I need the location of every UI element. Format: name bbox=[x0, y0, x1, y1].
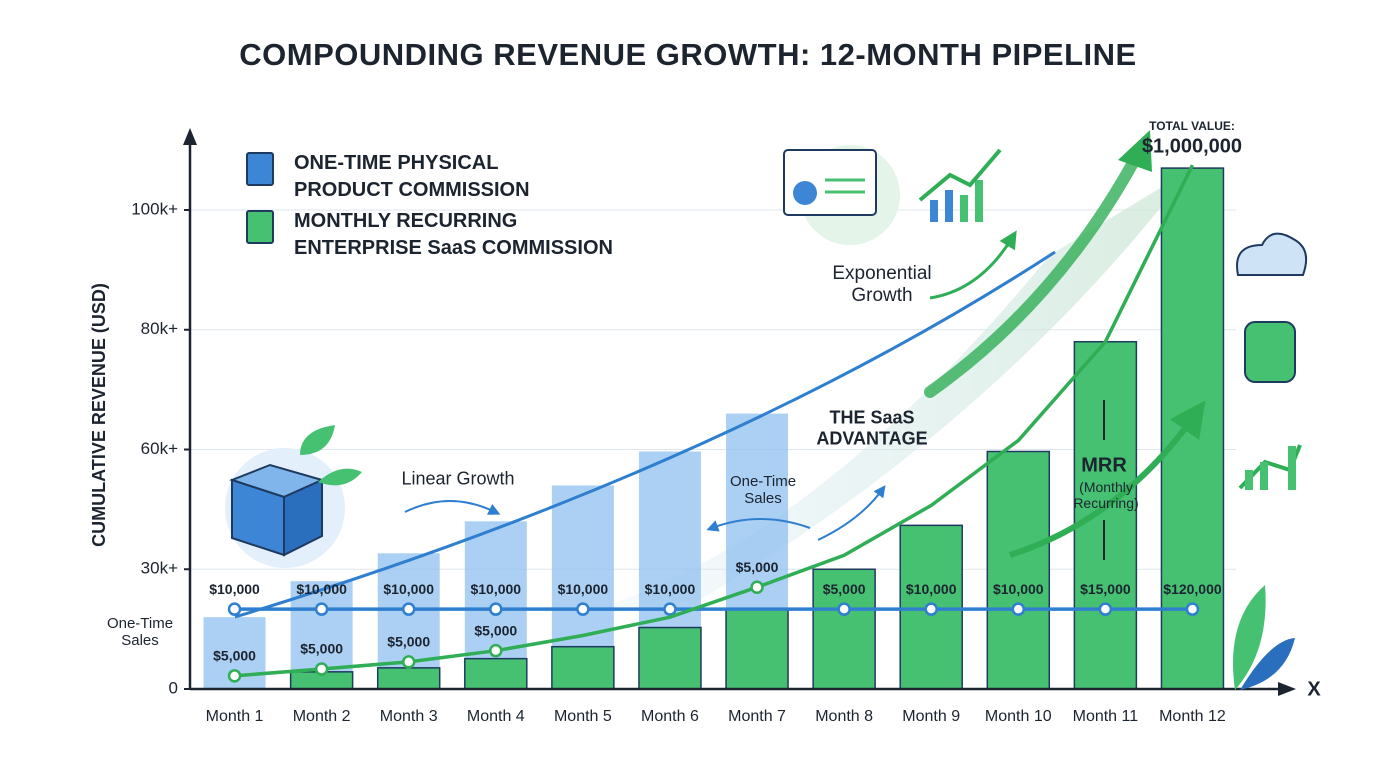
point bbox=[314, 602, 329, 616]
mrr-arrow bbox=[1009, 400, 1206, 558]
legend-label: MONTHLY RECURRING ENTERPRISE SaaS COMMIS… bbox=[294, 210, 613, 259]
annotation: Linear Growth bbox=[401, 468, 515, 489]
y-tick-label: 30k+ bbox=[141, 559, 178, 578]
annotation: One-Time Sales bbox=[729, 472, 797, 507]
x-tick-label: Month 10 bbox=[985, 708, 1052, 725]
dashboard-icon bbox=[783, 145, 1002, 245]
saas-arrow bbox=[817, 485, 886, 541]
linear-arrow bbox=[404, 500, 501, 515]
point-label: $120,000 bbox=[1163, 581, 1222, 597]
legend-item: MONTHLY RECURRING ENTERPRISE SaaS COMMIS… bbox=[246, 208, 639, 262]
legend-swatch bbox=[246, 152, 274, 186]
point bbox=[837, 602, 851, 616]
annotation: Exponential Growth bbox=[832, 263, 932, 306]
line bbox=[234, 164, 1195, 678]
x-tick-label: Month 4 bbox=[467, 708, 525, 725]
box-icon bbox=[225, 425, 362, 568]
growth-arrow bbox=[929, 230, 1017, 300]
point bbox=[1011, 602, 1026, 616]
x-tick-label: Month 2 bbox=[293, 708, 351, 725]
point bbox=[401, 655, 416, 669]
legend-label: ONE-TIME PHYSICAL PRODUCT COMMISSION bbox=[294, 152, 530, 201]
y-tick-label: 60k+ bbox=[141, 439, 178, 458]
bar bbox=[986, 450, 1051, 690]
annotation: $1,000,000 bbox=[1141, 135, 1243, 158]
lines: $10,000 $10,000 $10,000 $10,000 $10,000 $10,0… bbox=[209, 164, 1222, 683]
legend-item: ONE-TIME PHYSICAL PRODUCT COMMISSION bbox=[246, 150, 564, 204]
annotation: THE SaaS ADVANTAGE bbox=[816, 407, 928, 448]
arrow-head bbox=[1118, 130, 1152, 172]
legend-swatch bbox=[246, 210, 274, 244]
point bbox=[227, 669, 242, 683]
point bbox=[576, 602, 590, 616]
point-label: $10,000 bbox=[558, 581, 609, 597]
y-tick-label: 100k+ bbox=[131, 199, 178, 218]
annotation: (Monthly Recurring) bbox=[1073, 478, 1139, 511]
point-label: $5,000 bbox=[823, 581, 866, 597]
point-label: $10,000 bbox=[906, 581, 957, 597]
point bbox=[924, 602, 938, 616]
point-label: $10,000 bbox=[296, 581, 347, 597]
point-label: $5,000 bbox=[300, 641, 343, 657]
x-tick-label: Month 3 bbox=[380, 708, 438, 725]
point-label: $10,000 bbox=[383, 581, 434, 597]
point-label: $5,000 bbox=[736, 559, 779, 575]
point bbox=[227, 602, 242, 616]
bar bbox=[725, 608, 789, 690]
point bbox=[1098, 602, 1113, 616]
point-label: $10,000 bbox=[993, 581, 1044, 597]
annotation: MRR bbox=[1081, 454, 1127, 477]
point bbox=[1185, 602, 1200, 616]
linear-arc bbox=[234, 250, 1056, 619]
sales-arrow bbox=[706, 518, 811, 532]
advantage-shade bbox=[560, 170, 1190, 620]
point-label: $10,000 bbox=[470, 581, 521, 597]
y-axis-label: CUMULATIVE REVENUE (USD) bbox=[89, 283, 109, 547]
point-label: $10,000 bbox=[645, 581, 696, 597]
x-tick-label: Month 12 bbox=[1159, 708, 1226, 725]
x-axis-label: X bbox=[1307, 678, 1321, 700]
x-arrow bbox=[1278, 682, 1296, 696]
annotation: TOTAL VALUE: bbox=[1149, 119, 1235, 134]
bar bbox=[376, 667, 441, 690]
point bbox=[489, 643, 503, 658]
point bbox=[663, 602, 677, 616]
x-tick-label: Month 7 bbox=[728, 708, 786, 725]
exponential-arrow bbox=[924, 144, 1146, 398]
point-label: $5,000 bbox=[387, 634, 430, 650]
y-arrow bbox=[183, 128, 197, 145]
point-label: $5,000 bbox=[474, 622, 517, 638]
point-label: $10,000 bbox=[209, 581, 260, 597]
y-tick-label: 80k+ bbox=[141, 319, 178, 338]
x-tick-label: Month 9 bbox=[902, 708, 960, 725]
point bbox=[401, 602, 416, 616]
x-tick-label: Month 5 bbox=[554, 708, 612, 725]
x-tick-label: Month 8 bbox=[815, 708, 873, 725]
point-label: $15,000 bbox=[1080, 581, 1131, 597]
bar bbox=[812, 568, 876, 690]
x-tick-label: Month 1 bbox=[206, 708, 264, 725]
point-label: $5,000 bbox=[213, 648, 256, 664]
y-tick-label: 0 bbox=[169, 678, 178, 697]
bar bbox=[1073, 340, 1138, 690]
chart-title: COMPOUNDING REVENUE GROWTH: 12-MONTH PIP… bbox=[239, 37, 1136, 72]
point bbox=[489, 602, 503, 616]
point bbox=[314, 662, 329, 676]
side-icons bbox=[1233, 232, 1308, 690]
bar bbox=[551, 645, 615, 690]
x-tick-label: Month 6 bbox=[641, 708, 699, 725]
annotation: One-Time Sales bbox=[106, 614, 174, 649]
point bbox=[750, 580, 764, 594]
x-tick-label: Month 11 bbox=[1073, 708, 1139, 725]
bar bbox=[464, 657, 528, 690]
bar bbox=[638, 626, 702, 690]
